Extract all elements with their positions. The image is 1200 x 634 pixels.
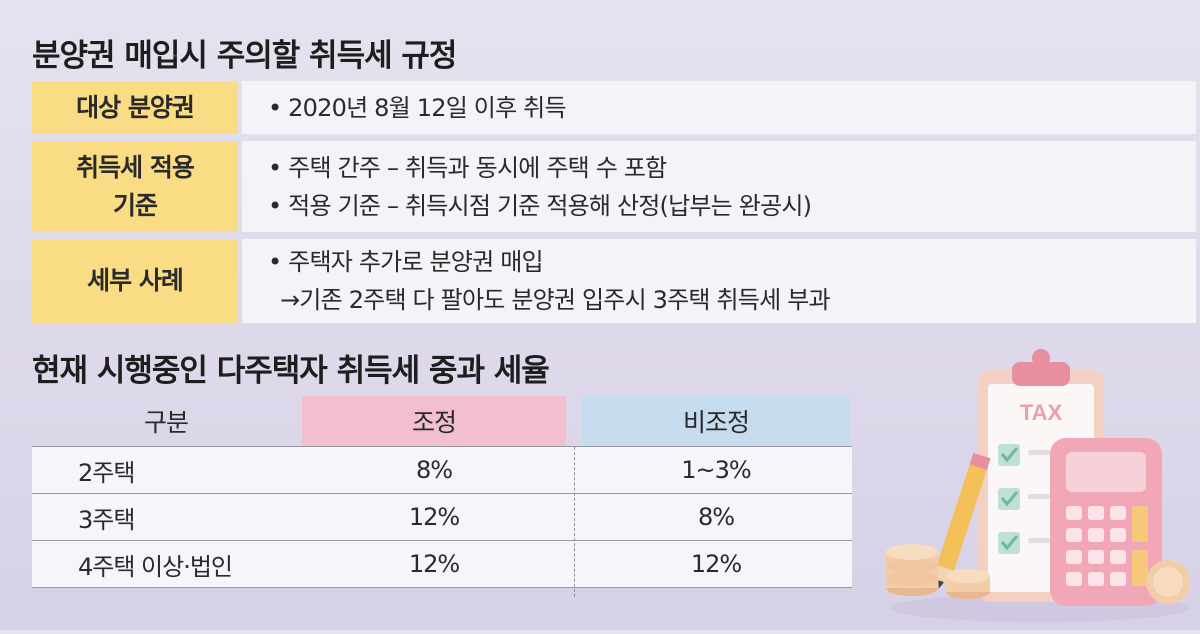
table-row: 4주택 이상·법인 12% 12% <box>32 540 852 587</box>
column-divider <box>574 447 575 597</box>
row-line: • 적용 기준 – 취득시점 기준 적용해 산정(납부는 완공시) <box>268 191 812 220</box>
coin-stack-icon <box>886 544 938 596</box>
calculator-icon <box>1050 438 1162 606</box>
row-adjusted-rate: 12% <box>408 503 460 531</box>
row-non-adjusted-rate: 12% <box>690 550 742 578</box>
row-label: 대상 분양권 <box>32 81 238 134</box>
row-adjusted-rate: 8% <box>415 456 453 484</box>
pencil-icon <box>936 452 991 589</box>
row-line: • 주택자 추가로 분양권 매입 <box>268 248 544 276</box>
info-row-case: 세부 사례 • 주택자 추가로 분양권 매입 →기존 2주택 다 팔아도 분양권… <box>32 239 1196 323</box>
rate-table: 구분 조정 비조정 2주택 8% 1~3% 3주택 12% 8% 4주택 이상·… <box>32 396 852 597</box>
tax-label: TAX <box>1020 400 1063 425</box>
info-row-target: 대상 분양권 • 2020년 8월 12일 이후 취득 <box>32 81 1196 134</box>
row-adjusted-rate: 12% <box>408 550 460 578</box>
table-bottom-rule <box>32 587 852 588</box>
row-label: 세부 사례 <box>32 239 238 323</box>
row-content: • 주택 간주 – 취득과 동시에 주택 수 포함 • 적용 기준 – 취득시점… <box>242 141 1196 232</box>
table-row: 2주택 8% 1~3% <box>32 446 852 493</box>
header-adjusted: 조정 <box>302 396 566 446</box>
header-category: 구분 <box>143 408 189 437</box>
row-content: • 2020년 8월 12일 이후 취득 <box>242 81 1196 134</box>
row-label-line: 취득세 적용 <box>76 152 195 182</box>
row-line: • 2020년 8월 12일 이후 취득 <box>268 93 567 122</box>
row-label-line: 기준 <box>112 190 158 220</box>
header-non-adjusted: 비조정 <box>582 396 850 446</box>
info-row-criteria: 취득세 적용 기준 • 주택 간주 – 취득과 동시에 주택 수 포함 • 적용… <box>32 141 1196 232</box>
coin-icon <box>946 560 1190 604</box>
row-category: 3주택 <box>78 505 135 534</box>
row-content: • 주택자 추가로 분양권 매입 →기존 2주택 다 팔아도 분양권 입주시 3… <box>242 239 1196 323</box>
row-category: 4주택 이상·법인 <box>78 552 233 581</box>
regulation-title: 분양권 매입시 주의할 취득세 규정 <box>32 38 457 74</box>
row-non-adjusted-rate: 8% <box>697 503 735 531</box>
table-row: 3주택 12% 8% <box>32 493 852 540</box>
tax-illustration: TAX <box>870 340 1200 630</box>
row-line: • 주택 간주 – 취득과 동시에 주택 수 포함 <box>268 153 667 182</box>
row-line: →기존 2주택 다 팔아도 분양권 입주시 3주택 취득세 부과 <box>280 286 831 314</box>
row-category: 2주택 <box>78 458 135 487</box>
row-non-adjusted-rate: 1~3% <box>681 456 751 484</box>
row-label: 취득세 적용 기준 <box>32 141 238 232</box>
rate-table-header: 구분 조정 비조정 <box>32 396 852 446</box>
rate-table-title: 현재 시행중인 다주택자 취득세 중과 세율 <box>32 353 550 389</box>
